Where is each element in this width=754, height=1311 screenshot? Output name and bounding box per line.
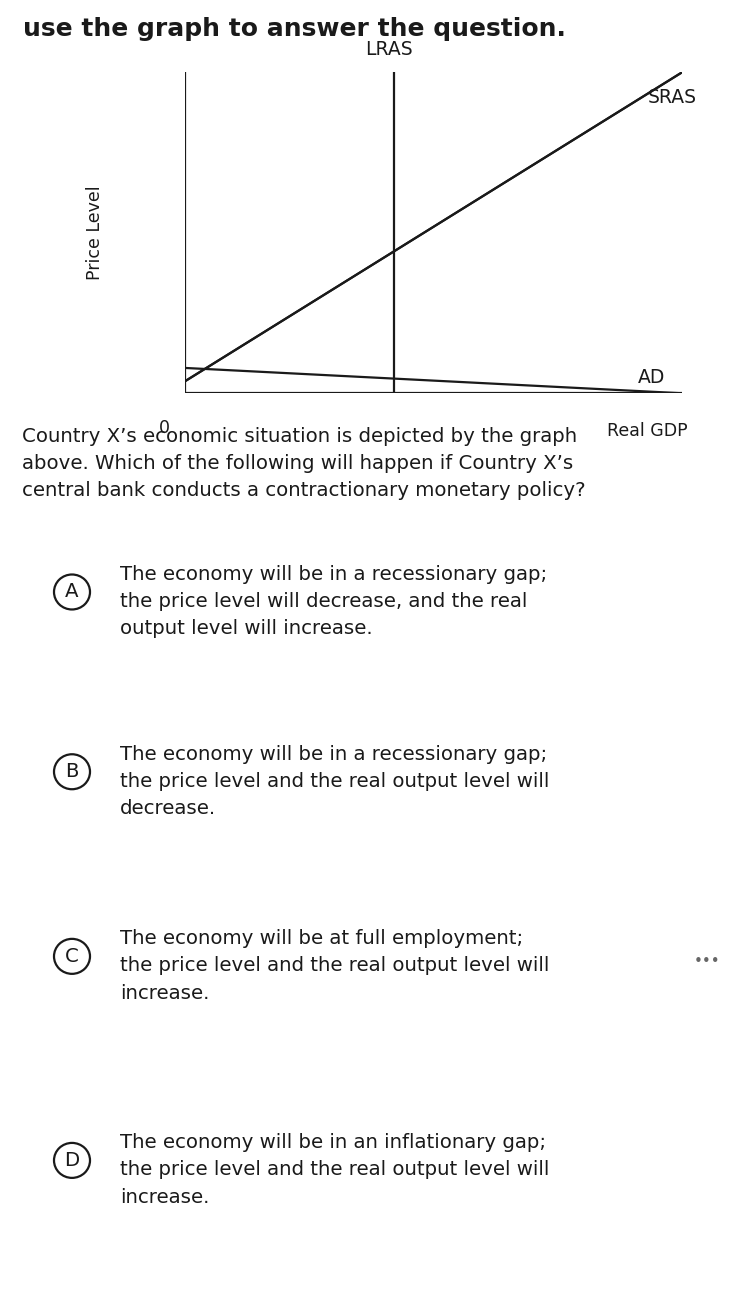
Text: 0: 0 — [159, 420, 170, 437]
Text: A: A — [66, 582, 78, 602]
Text: The economy will be in a recessionary gap;
the price level and the real output l: The economy will be in a recessionary ga… — [120, 745, 550, 818]
Text: The economy will be at full employment;
the price level and the real output leve: The economy will be at full employment; … — [120, 929, 550, 1003]
Text: The economy will be in a recessionary gap;
the price level will decrease, and th: The economy will be in a recessionary ga… — [120, 565, 547, 638]
Text: AD: AD — [638, 368, 665, 387]
Text: D: D — [64, 1151, 80, 1169]
Text: •••: ••• — [694, 953, 720, 969]
Text: SRAS: SRAS — [648, 88, 697, 108]
Text: B: B — [66, 762, 78, 781]
Text: C: C — [65, 947, 79, 966]
Text: Real GDP: Real GDP — [607, 422, 688, 440]
Text: Country X’s economic situation is depicted by the graph
above. Which of the foll: Country X’s economic situation is depict… — [22, 427, 586, 501]
Text: The economy will be in an inflationary gap;
the price level and the real output : The economy will be in an inflationary g… — [120, 1133, 550, 1206]
Text: LRAS: LRAS — [365, 41, 412, 59]
Text: use the graph to answer the question.: use the graph to answer the question. — [23, 17, 566, 42]
Text: Price Level: Price Level — [86, 185, 104, 281]
